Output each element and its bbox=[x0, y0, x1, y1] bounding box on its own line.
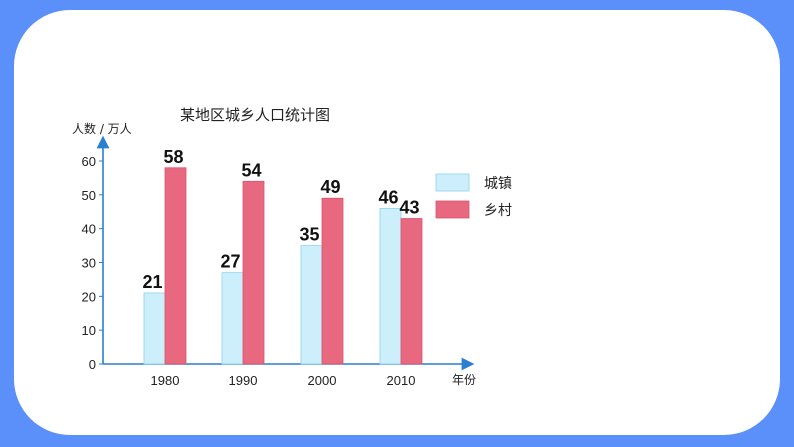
y-tick-label-4: 40 bbox=[82, 222, 96, 237]
y-tick-label-5: 50 bbox=[82, 188, 96, 203]
bar-城镇-1990 bbox=[221, 272, 244, 365]
x-tick-label-1980: 1980 bbox=[151, 373, 180, 388]
chart-title: 某地区城乡人口统计图 bbox=[180, 106, 330, 124]
bar-乡村-2010 bbox=[400, 218, 423, 365]
y-tick-label-0: 0 bbox=[89, 357, 96, 372]
data-label-乡村-2010: 43 bbox=[399, 198, 419, 218]
x-tick-label-2000: 2000 bbox=[308, 373, 337, 388]
data-label-城镇-1980: 21 bbox=[142, 272, 162, 292]
x-tick-label-2010: 2010 bbox=[387, 373, 416, 388]
bar-乡村-1980 bbox=[164, 167, 187, 365]
bar-城镇-1980 bbox=[143, 292, 166, 365]
legend-swatch-城镇 bbox=[435, 173, 470, 192]
x-tick-label-1990: 1990 bbox=[229, 373, 258, 388]
bar-乡村-1990 bbox=[242, 180, 265, 365]
y-tick-label-2: 20 bbox=[82, 289, 96, 304]
bar-城镇-2010 bbox=[379, 207, 402, 365]
data-label-乡村-2000: 49 bbox=[320, 177, 340, 197]
data-label-乡村-1990: 54 bbox=[241, 160, 261, 180]
legend-label-城镇: 城镇 bbox=[484, 176, 512, 192]
bar-乡村-2000 bbox=[321, 197, 344, 365]
legend-swatch-乡村 bbox=[435, 200, 470, 219]
data-label-城镇-1990: 27 bbox=[220, 252, 240, 272]
y-tick-label-1: 10 bbox=[82, 323, 96, 338]
data-label-城镇-2010: 46 bbox=[378, 187, 398, 207]
legend-label-乡村: 乡村 bbox=[484, 203, 512, 219]
data-label-乡村-1980: 58 bbox=[163, 147, 183, 167]
y-tick-label-3: 30 bbox=[82, 256, 96, 271]
y-tick-label-6: 60 bbox=[82, 154, 96, 169]
bar-城镇-2000 bbox=[300, 245, 323, 365]
data-label-城镇-2000: 35 bbox=[299, 225, 319, 245]
x-axis-label: 年份 bbox=[452, 373, 476, 387]
y-axis-label: 人数 / 万人 bbox=[72, 121, 132, 136]
